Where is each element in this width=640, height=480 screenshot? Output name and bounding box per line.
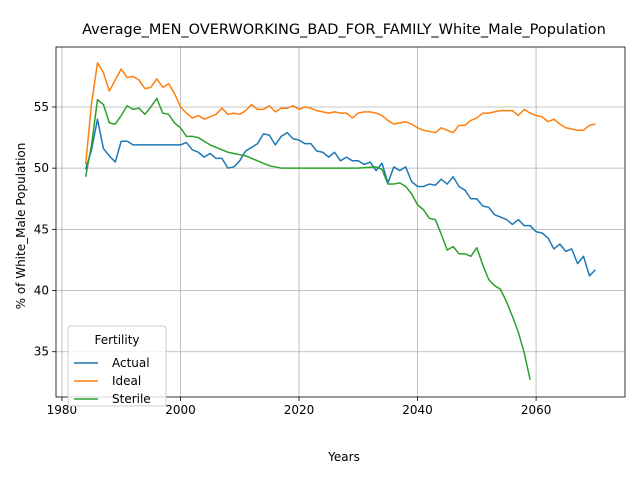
series-line-sterile <box>84 97 531 381</box>
series-lines <box>84 62 596 381</box>
plot-frame <box>55 46 626 398</box>
y-tick-label: 55 <box>34 100 49 114</box>
y-axis-label: % of White_Male Population <box>14 143 28 310</box>
y-tick-label: 35 <box>34 345 49 359</box>
x-tick-label: 2060 <box>521 403 552 417</box>
y-tick-label: 45 <box>34 222 49 236</box>
y-axis-ticks: 35 40 45 50 55 <box>34 100 56 359</box>
series-line-ideal <box>84 62 596 165</box>
legend-label-ideal: Ideal <box>112 374 141 388</box>
legend-label-sterile: Sterile <box>112 392 151 406</box>
x-axis-ticks: 1980 2000 2020 2040 2060 <box>47 397 552 417</box>
chart-title: Average_MEN_OVERWORKING_BAD_FOR_FAMILY_W… <box>82 22 606 38</box>
legend-label-actual: Actual <box>112 356 150 370</box>
legend-box <box>67 325 167 407</box>
gridlines <box>56 47 625 397</box>
legend: Fertility Actual Ideal Sterile <box>67 325 167 407</box>
y-tick-label: 50 <box>34 161 49 175</box>
series-line-actual <box>84 118 596 277</box>
x-tick-label: 2040 <box>402 403 433 417</box>
x-tick-label: 2000 <box>165 403 196 417</box>
legend-title: Fertility <box>94 333 139 347</box>
y-tick-label: 40 <box>34 284 49 298</box>
x-tick-label: 2020 <box>284 403 315 417</box>
x-axis-label: Years <box>327 450 360 464</box>
legend-entries: Actual Ideal Sterile <box>74 356 151 406</box>
x-tick-label: 1980 <box>47 403 78 417</box>
